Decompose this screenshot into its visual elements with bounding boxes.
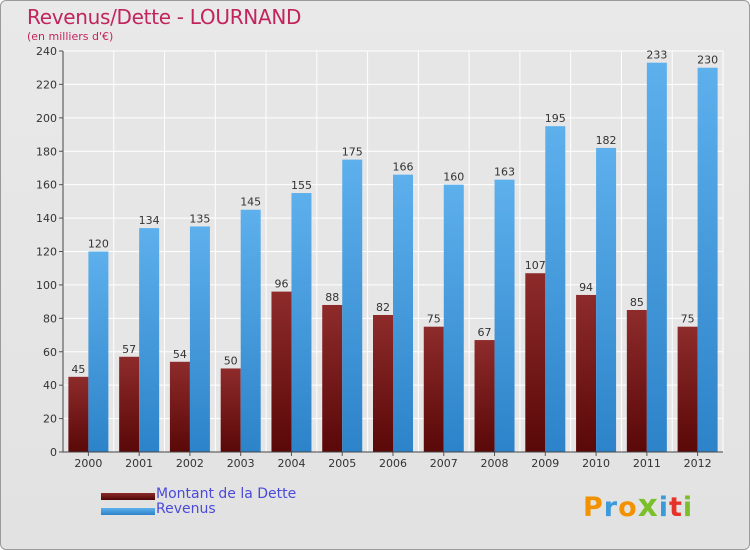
data-label-revenus: 182 [596,134,617,147]
logo-letter: r [603,492,619,523]
x-tick-label: 2000 [74,457,102,470]
bar-revenus [494,179,515,452]
legend-swatch-dette [101,493,155,500]
x-tick-label: 2001 [125,457,153,470]
bar-dette [626,309,647,452]
data-label-revenus: 120 [88,238,109,251]
data-label-dette: 96 [274,278,288,291]
legend-label-revenus: Revenus [156,501,216,517]
bar-dette [271,291,292,452]
chart-title: Revenus/Dette - LOURNAND [27,5,302,29]
bar-revenus [697,67,718,452]
bar-dette [373,314,393,452]
x-tick-label: 2005 [328,457,356,470]
x-tick-label: 2011 [633,457,661,470]
x-tick-label: 2010 [582,457,610,470]
data-label-revenus: 175 [342,146,363,159]
x-tick-label: 2012 [684,457,712,470]
bar-dette [576,294,597,452]
data-label-dette: 45 [71,363,85,376]
data-label-dette: 88 [325,291,339,304]
bar-dette [322,304,343,452]
logo-letter: t [668,492,683,523]
bar-dette [119,356,140,452]
bar-revenus [291,193,312,453]
data-label-revenus: 135 [189,212,210,225]
x-tick-label: 2003 [227,457,255,470]
data-label-dette: 82 [376,301,390,314]
bar-revenus [545,126,566,452]
y-tick-label: 180 [36,145,57,158]
data-label-revenus: 233 [646,49,667,62]
data-label-dette: 57 [122,343,136,356]
legend-swatch-revenus [101,508,155,515]
data-label-dette: 54 [173,348,187,361]
bar-dette [220,368,241,452]
y-tick-label: 160 [36,179,57,192]
bar-dette [525,273,546,452]
bar-dette [423,326,444,452]
bar-revenus [189,226,210,452]
x-tick-label: 2009 [531,457,559,470]
y-tick-label: 60 [43,346,57,359]
x-tick-label: 2004 [277,457,305,470]
bar-revenus [88,251,109,452]
data-label-revenus: 166 [393,161,414,174]
data-label-revenus: 230 [697,54,718,67]
y-tick-label: 80 [43,312,57,325]
x-tick-label: 2007 [430,457,458,470]
data-label-dette: 50 [224,354,238,367]
y-tick-label: 100 [36,279,57,292]
bar-revenus [393,174,413,452]
data-label-dette: 75 [427,313,441,326]
logo-letter: x [637,488,659,524]
data-label-dette: 67 [478,326,492,339]
bar-revenus [342,159,363,452]
logo-letter: o [618,492,638,523]
bar-dette [169,361,190,452]
data-label-revenus: 145 [240,196,261,209]
data-label-revenus: 163 [494,166,515,179]
proxiti-logo: Proxiti [583,488,693,524]
data-label-dette: 75 [681,313,695,326]
bar-revenus [139,228,160,452]
y-tick-label: 120 [36,246,57,259]
bar-revenus [596,147,617,453]
x-tick-label: 2006 [379,457,407,470]
legend-label-dette: Montant de la Dette [156,486,297,502]
bar-dette [474,340,495,452]
y-tick-label: 40 [43,379,57,392]
y-tick-label: 200 [36,112,57,125]
y-tick-label: 240 [36,45,57,58]
bar-dette [68,376,89,452]
data-label-dette: 85 [630,296,644,309]
bar-revenus [646,62,667,453]
y-tick-label: 0 [50,446,57,459]
x-tick-label: 2002 [176,457,204,470]
data-label-revenus: 195 [545,112,566,125]
y-tick-label: 20 [43,413,57,426]
chart-subtitle: (en milliers d'€) [27,30,114,43]
data-label-revenus: 134 [139,214,160,227]
logo-letter: i [658,492,669,523]
data-label-revenus: 160 [443,171,464,184]
logo-letter: P [583,492,604,523]
bar-revenus [240,209,261,452]
data-label-revenus: 155 [291,179,312,192]
x-tick-label: 2008 [481,457,509,470]
y-tick-label: 140 [36,212,57,225]
y-tick-label: 220 [36,78,57,91]
logo-letter: i [682,492,694,523]
data-label-dette: 94 [579,281,593,294]
bar-dette [677,326,698,452]
bar-revenus [443,184,464,452]
data-label-dette: 107 [525,259,546,272]
